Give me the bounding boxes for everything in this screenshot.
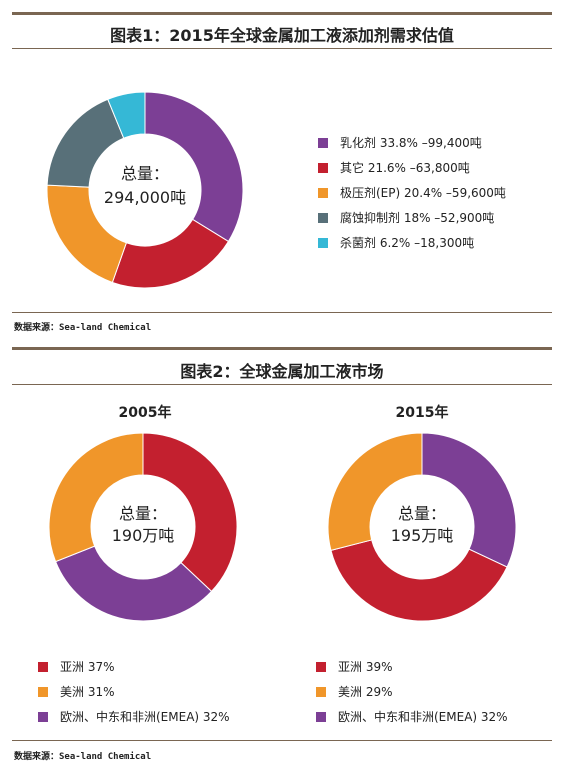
fig1-source: 数据来源：Sea-land Chemical	[14, 323, 152, 333]
donut-slice	[327, 432, 423, 551]
legend-swatch	[38, 661, 48, 672]
legend-item: 美洲 29%	[316, 683, 393, 700]
legend-item: 亚洲 37%	[38, 658, 115, 675]
legend-label: 美洲 31%	[60, 685, 115, 699]
legend-item: 欧洲、中东和非洲(EMEA) 32%	[38, 708, 230, 725]
donut-slice	[48, 432, 144, 563]
legend-item: 欧洲、中东和非洲(EMEA) 32%	[316, 708, 508, 725]
fig2-title: 图表2：全球金属加工液市场	[180, 362, 384, 381]
legend-swatch	[316, 686, 326, 697]
legend-swatch	[318, 212, 328, 223]
legend-label: 欧洲、中东和非洲(EMEA) 32%	[338, 710, 508, 724]
fig1-title: 图表1：2015年全球金属加工液添加剂需求估值	[110, 26, 454, 45]
legend-label: 欧洲、中东和非洲(EMEA) 32%	[60, 710, 230, 724]
legend-label: 亚洲 39%	[338, 660, 393, 674]
title-rule-fig1	[12, 48, 552, 49]
donut-slice	[330, 539, 508, 622]
fig1-center-value: 294,000吨	[103, 188, 187, 207]
year-2005-label: 2005年	[118, 405, 172, 421]
legend-label: 亚洲 37%	[60, 660, 115, 674]
title-rule-fig2	[12, 384, 552, 385]
fig1-center-label: 总量：	[120, 164, 169, 183]
legend-swatch	[318, 237, 328, 248]
donut-2005	[48, 432, 238, 622]
donut-slice	[421, 432, 517, 568]
donut-slice	[142, 432, 238, 593]
legend-item: 极压剂(EP) 20.4% –59,600吨	[318, 184, 506, 201]
legend-swatch	[318, 162, 328, 173]
legend-swatch	[318, 137, 328, 148]
legend-label: 腐蚀抑制剂 18% –52,900吨	[340, 211, 495, 225]
fig1-donut-chart	[46, 91, 244, 289]
legend-swatch	[38, 686, 48, 697]
legend-swatch	[38, 711, 48, 722]
donut-2015-center-label: 总量：	[397, 504, 446, 523]
fig2-source: 数据来源：Sea-land Chemical	[14, 752, 152, 762]
legend-item: 其它 21.6% –63,800吨	[318, 159, 470, 176]
bottom-rule-fig1	[12, 312, 552, 313]
legend-label: 美洲 29%	[338, 685, 393, 699]
donut-2005-center-value: 190万吨	[111, 526, 175, 545]
top-rule-fig2	[12, 347, 552, 350]
legend-swatch	[316, 711, 326, 722]
donut-2015	[327, 432, 517, 622]
legend-label: 其它 21.6% –63,800吨	[340, 161, 470, 175]
donut-slice	[107, 91, 146, 139]
year-2015-label: 2015年	[395, 405, 449, 421]
legend-swatch	[318, 187, 328, 198]
legend-item: 杀菌剂 6.2% –18,300吨	[318, 234, 474, 251]
legend-swatch	[316, 661, 326, 672]
top-rule-fig1	[12, 12, 552, 15]
legend-item: 乳化剂 33.8% –99,400吨	[318, 134, 482, 151]
donut-2005-center-label: 总量：	[118, 504, 167, 523]
legend-label: 杀菌剂 6.2% –18,300吨	[340, 236, 475, 250]
legend-item: 美洲 31%	[38, 683, 115, 700]
legend-item: 亚洲 39%	[316, 658, 393, 675]
donut-slice	[144, 91, 244, 243]
legend-label: 极压剂(EP) 20.4% –59,600吨	[340, 186, 506, 200]
legend-label: 乳化剂 33.8% –99,400吨	[340, 136, 482, 150]
donut-slice	[54, 545, 213, 622]
bottom-rule-fig2	[12, 740, 552, 741]
donut-2015-center-value: 195万吨	[390, 526, 454, 545]
legend-item: 腐蚀抑制剂 18% –52,900吨	[318, 209, 494, 226]
